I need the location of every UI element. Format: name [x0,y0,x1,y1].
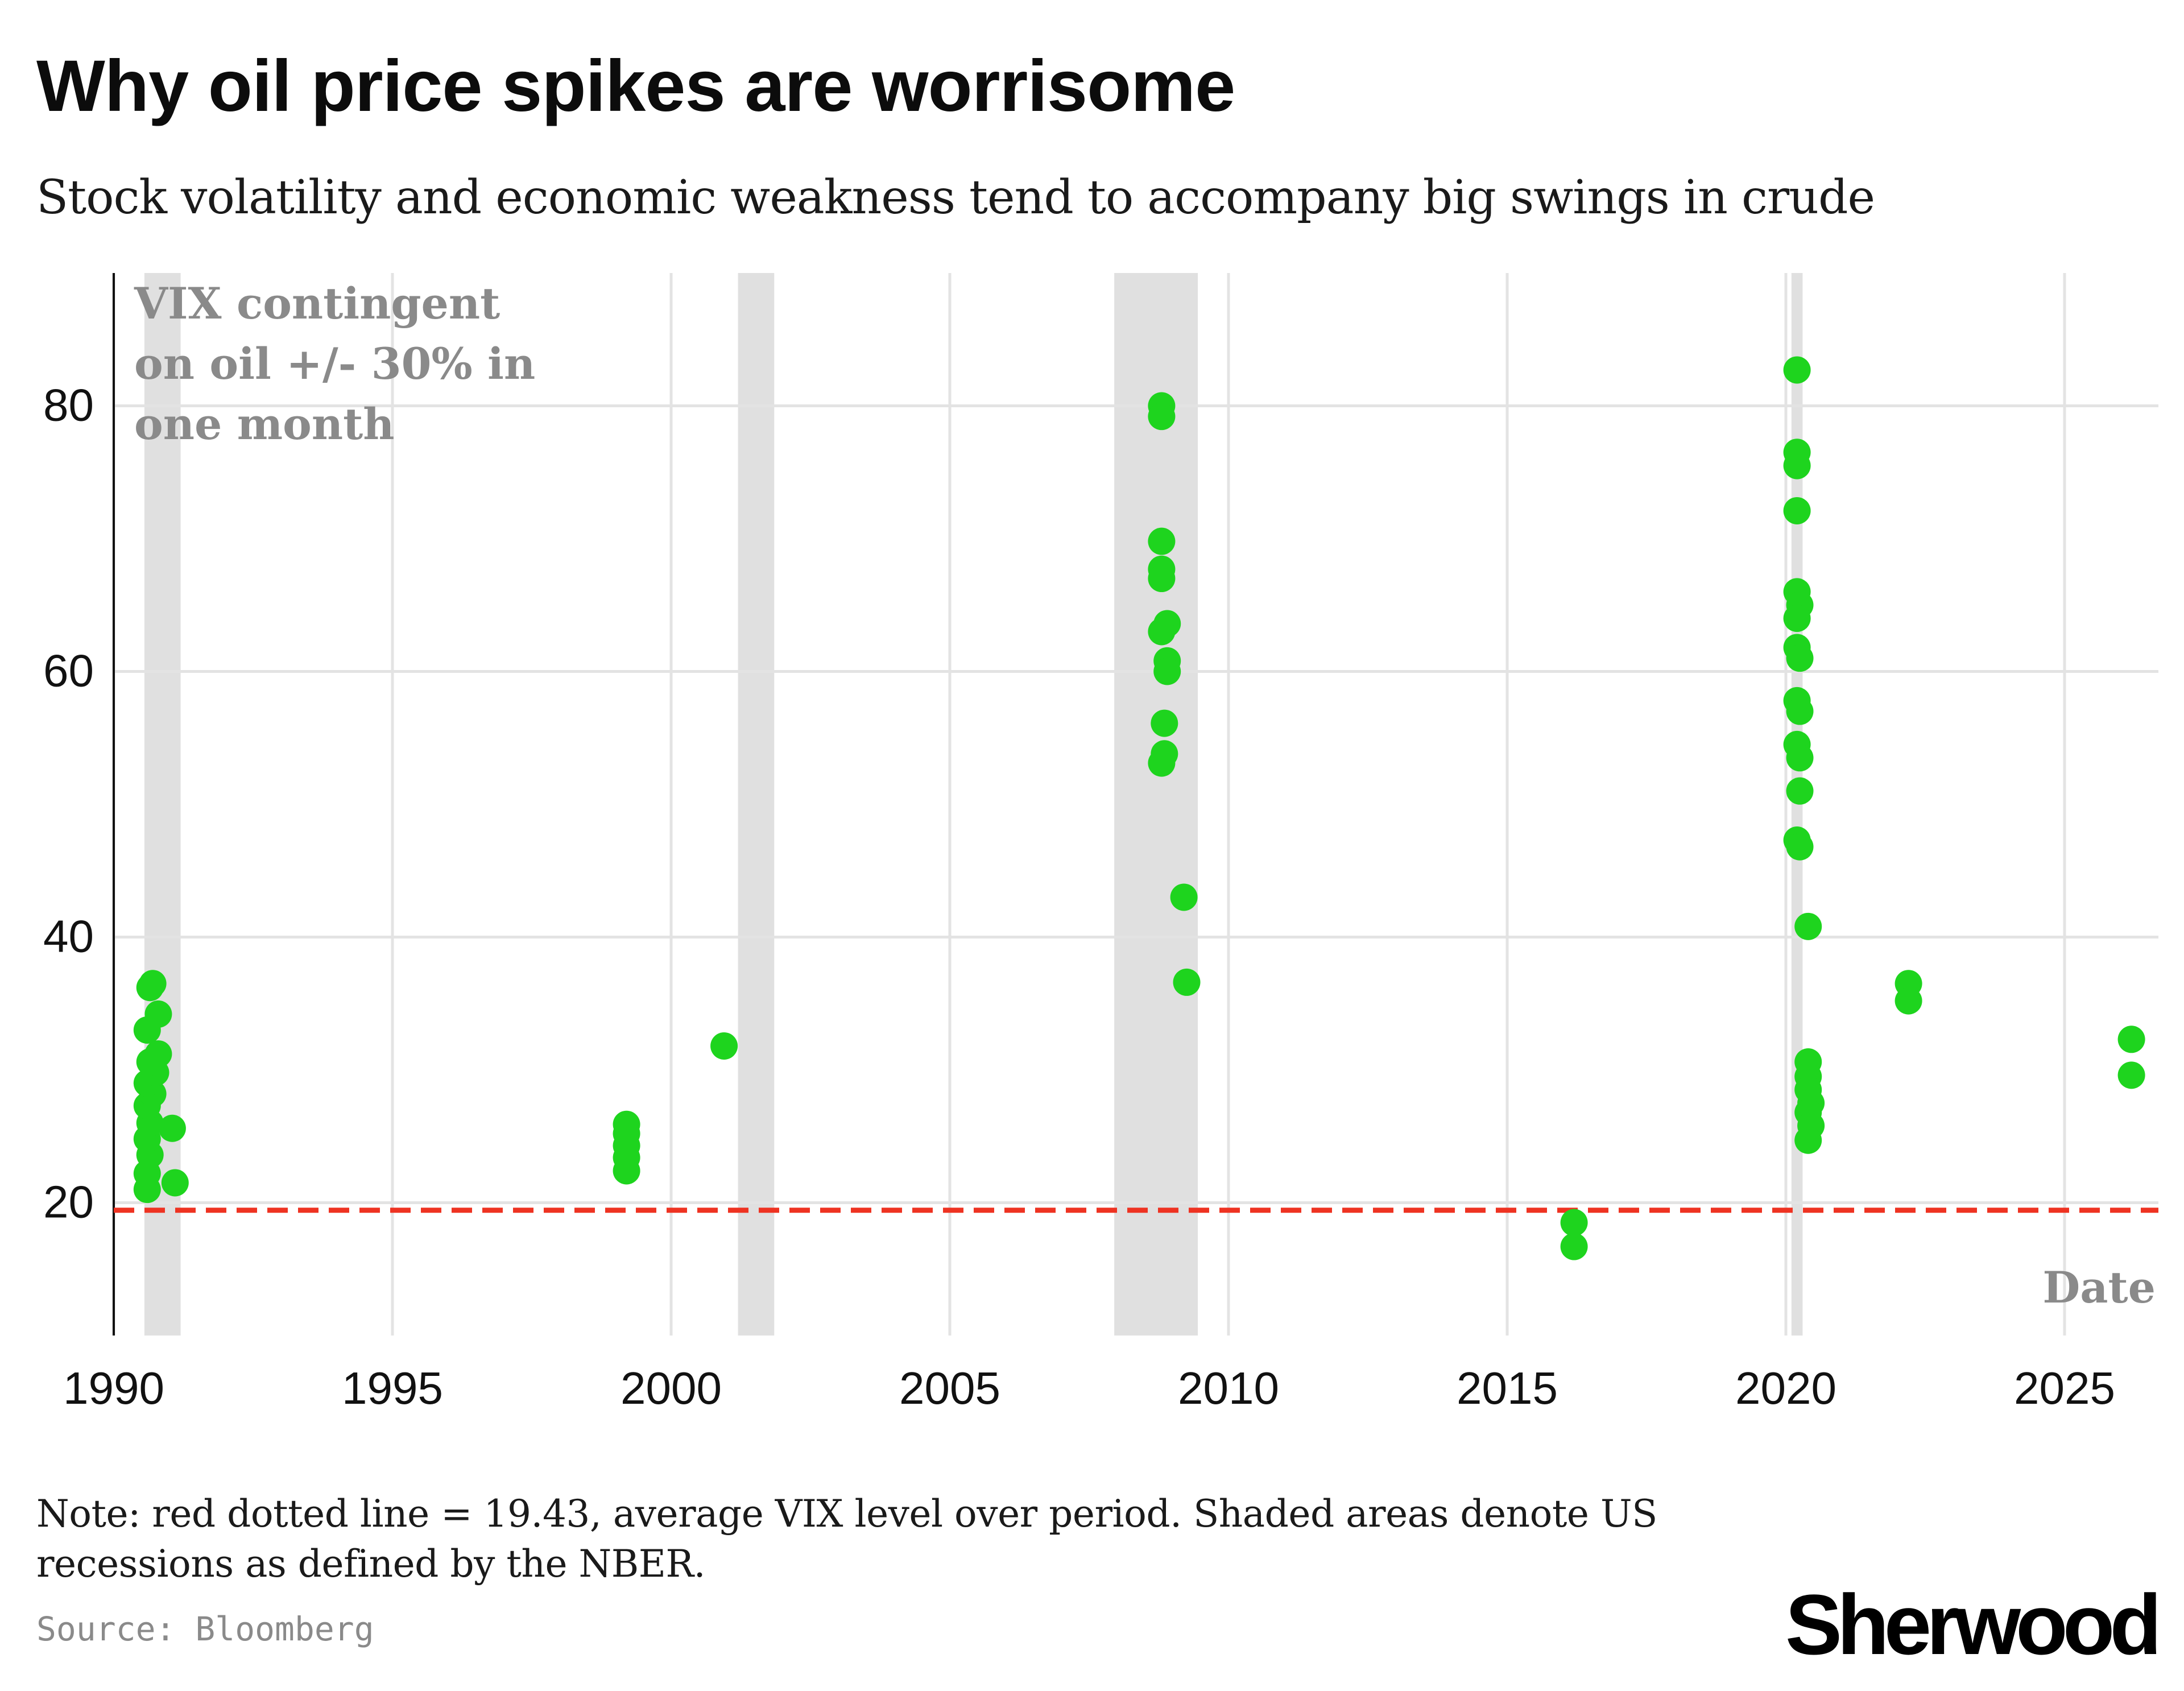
data-point [1786,644,1814,672]
recession-band [1114,273,1198,1336]
x-tick-label: 2000 [621,1363,722,1413]
x-tick-label: 2010 [1178,1363,1279,1413]
data-point [1786,744,1814,772]
data-point [1895,987,1922,1015]
data-point [1173,968,1201,996]
y-tick-label: 20 [43,1177,94,1227]
x-tick-label: 2025 [2014,1363,2115,1413]
annotation-line: on oil +/- 30% in [134,338,535,389]
data-point [1560,1233,1588,1260]
data-point [161,1169,189,1197]
data-point [1148,403,1176,431]
data-point [158,1114,186,1142]
chart-annotation: VIX contingent on oil +/- 30% in one month [134,278,535,449]
y-tick-label: 80 [43,380,94,431]
data-points [133,356,2145,1260]
brand-logo: Sherwood [1785,1577,2162,1672]
data-point [1148,527,1176,555]
data-point [1148,565,1176,593]
data-point [2117,1061,2145,1089]
data-point [2117,1026,2145,1053]
data-point [613,1110,640,1138]
data-point [139,970,167,998]
data-point [1786,833,1814,861]
data-point [1786,777,1814,805]
source-credit: Source: Bloomberg [36,1610,374,1648]
data-point [1786,697,1814,725]
data-point [1783,356,1811,384]
data-point [1794,1126,1822,1154]
data-point [1170,883,1198,911]
x-tick-label: 2015 [1457,1363,1558,1413]
data-point [144,1040,172,1068]
data-point [1783,497,1811,524]
data-point [1148,749,1176,777]
data-point [144,1000,172,1028]
x-tick-label: 2005 [899,1363,1000,1413]
data-point [710,1032,738,1060]
x-axis-label: Date [2042,1262,2156,1313]
data-point [1153,658,1181,685]
data-point [1783,452,1811,479]
data-point [1151,709,1178,737]
data-point [1148,618,1176,646]
y-axis-ticks: 20 40 60 80 [43,380,94,1227]
data-point [1783,605,1811,632]
x-tick-label: 2020 [1735,1363,1836,1413]
annotation-line: one month [134,399,394,449]
data-point [1794,912,1822,940]
y-tick-label: 40 [43,911,94,962]
recession-band [738,273,775,1336]
data-point [1560,1209,1588,1237]
footnote: Note: red dotted line = 19.43, average V… [36,1492,1657,1586]
y-tick-label: 60 [43,646,94,696]
x-tick-label: 1990 [63,1363,164,1413]
x-tick-label: 1995 [342,1363,443,1413]
x-axis-ticks: 1990 1995 2000 2005 2010 2015 2020 2025 [63,1363,2115,1413]
annotation-line: VIX contingent [134,278,500,329]
scatter-chart: 20 40 60 80 1990 1995 2000 2005 2010 2015 2020 202… [43,273,2158,1413]
chart-subtitle: Stock volatility and economic weakness t… [36,171,1875,225]
chart-title: Why oil price spikes are worrisome [36,46,1235,127]
